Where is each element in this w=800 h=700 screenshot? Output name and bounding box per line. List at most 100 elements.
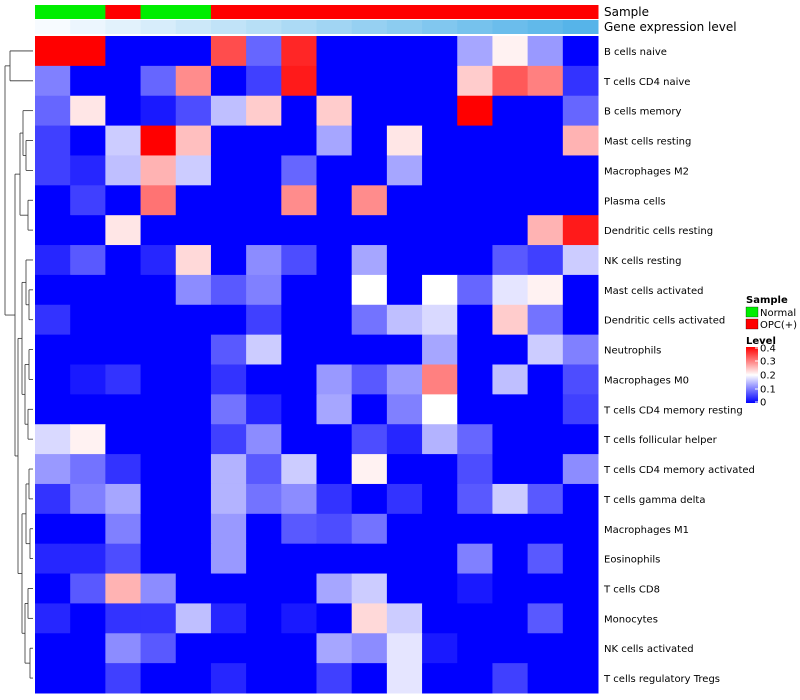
heatmap-cell: [316, 663, 353, 694]
heatmap-cell: [140, 394, 177, 425]
legend-label-opc: OPC(+): [760, 320, 797, 331]
heatmap-cell: [422, 483, 458, 515]
heatmap-cell: [492, 185, 529, 216]
heatmap-cell: [386, 364, 423, 395]
heatmap-cell: [527, 573, 564, 604]
heatmap-cell: [386, 155, 423, 186]
row-label: T cells regulatory Tregs: [603, 674, 720, 685]
heatmap-cell: [457, 245, 493, 276]
heatmap-cell: [105, 304, 142, 336]
heatmap-cell: [351, 573, 388, 604]
heatmap-cell: [422, 394, 458, 425]
heatmap-cell: [422, 95, 458, 127]
heatmap-cell: [527, 36, 564, 67]
expression-annotation-cell: [562, 20, 599, 34]
heatmap-cell: [422, 633, 458, 664]
heatmap-cell: [140, 573, 177, 604]
heatmap-cell: [246, 95, 282, 127]
heatmap-cell: [281, 364, 317, 395]
expression-annotation-cell: [70, 20, 106, 34]
heatmap-cell: [351, 304, 388, 336]
row-label: Macrophages M0: [604, 375, 689, 386]
heatmap-cell: [35, 334, 71, 365]
heatmap-cell: [562, 633, 599, 664]
heatmap-cell: [140, 483, 177, 515]
heatmap-cell: [492, 603, 529, 634]
row-label: NK cells activated: [604, 644, 694, 655]
legend-title-sample: Sample: [746, 295, 788, 306]
heatmap-cell: [527, 543, 564, 575]
heatmap-cell: [35, 454, 71, 485]
heatmap-cell: [246, 663, 282, 694]
heatmap-cell: [140, 633, 177, 664]
heatmap-cell: [35, 513, 71, 545]
heatmap-cell: [422, 36, 458, 67]
heatmap-cell: [316, 304, 353, 336]
heatmap-cell: [246, 65, 282, 97]
heatmap-cell: [351, 543, 388, 575]
heatmap-cell: [35, 663, 71, 694]
heatmap-cell: [210, 424, 247, 455]
heatmap-cell: [175, 603, 212, 634]
heatmap-cell: [351, 513, 388, 545]
heatmap-cell: [246, 274, 282, 306]
heatmap-cell: [210, 125, 247, 156]
row-label: Neutrophils: [604, 346, 661, 357]
sample-annotation-cell: [246, 5, 282, 19]
row-label: B cells naive: [604, 47, 667, 58]
heatmap-cell: [35, 65, 71, 97]
heatmap-cell: [35, 274, 71, 306]
row-label: Mast cells activated: [604, 286, 703, 297]
heatmap-cell: [527, 513, 564, 545]
heatmap-cell: [527, 424, 564, 455]
heatmap-cell: [351, 603, 388, 634]
expression-annotation-cell: [175, 20, 212, 34]
sample-annotation-cell: [492, 5, 529, 19]
heatmap-cell: [281, 633, 317, 664]
heatmap-cell: [457, 543, 493, 575]
heatmap-cell: [246, 573, 282, 604]
expression-annotation-cell: [140, 20, 177, 34]
heatmap-cell: [140, 424, 177, 455]
heatmap-cell: [386, 36, 423, 67]
legend-label-normal: Normal: [760, 308, 796, 319]
sample-annotation-cell: [422, 5, 458, 19]
heatmap-cell: [175, 454, 212, 485]
sample-annotation-cell: [105, 5, 142, 19]
heatmap-cell: [457, 633, 493, 664]
heatmap-cell: [562, 573, 599, 604]
heatmap-cell: [457, 304, 493, 336]
heatmap-cell: [316, 394, 353, 425]
heatmap-cell: [281, 663, 317, 694]
heatmap-cell: [70, 155, 106, 186]
heatmap-cell: [386, 95, 423, 127]
heatmap-cell: [105, 65, 142, 97]
heatmap-cell: [105, 155, 142, 186]
heatmap-cell: [246, 155, 282, 186]
heatmap-cell: [246, 245, 282, 276]
heatmap-cell: [457, 125, 493, 156]
heatmap-cell: [140, 663, 177, 694]
heatmap-cell: [562, 274, 599, 306]
heatmap-cell: [246, 394, 282, 425]
heatmap-cell: [210, 573, 247, 604]
heatmap-cell: [175, 573, 212, 604]
heatmap-cell: [492, 245, 529, 276]
heatmap-cell: [210, 543, 247, 575]
heatmap-cell: [175, 65, 212, 97]
heatmap-cell: [527, 274, 564, 306]
heatmap-cell: [35, 483, 71, 515]
row-label: Dendritic cells activated: [604, 316, 725, 327]
heatmap-cell: [527, 215, 564, 246]
heatmap-cell: [562, 424, 599, 455]
heatmap-cell: [562, 334, 599, 365]
heatmap-cell: [140, 36, 177, 67]
heatmap-cell: [351, 125, 388, 156]
expression-annotation-cell: [422, 20, 458, 34]
sample-annotation-cell: [351, 5, 388, 19]
row-label: T cells CD4 memory resting: [603, 405, 743, 416]
expression-annotation-cell: [351, 20, 388, 34]
sample-annotation-cell: [386, 5, 423, 19]
heatmap-cell: [492, 155, 529, 186]
